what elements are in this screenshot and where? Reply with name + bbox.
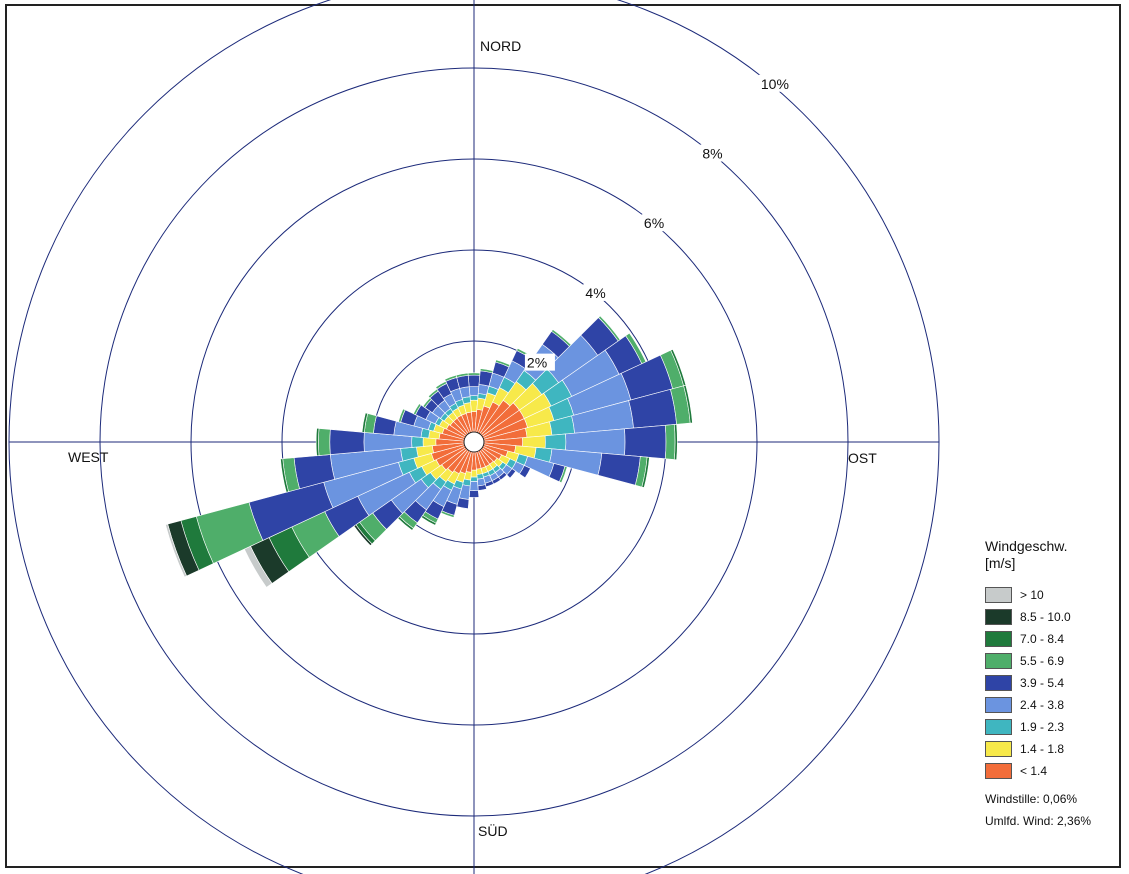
ring-label-bg [524, 353, 555, 371]
direction-label-south: SÜD [478, 822, 508, 839]
legend-item: 1.9 - 2.3 [985, 716, 1115, 738]
legend-label: 5.5 - 6.9 [1020, 654, 1065, 668]
ring-label-text: 6% [644, 215, 664, 231]
sector-290-bin-5 [398, 408, 406, 423]
sector-90-bin-5 [664, 424, 676, 460]
legend-label: 1.4 - 1.8 [1020, 742, 1065, 756]
legend-swatch [985, 675, 1012, 691]
sector-90-bin-2 [544, 433, 567, 451]
ring-label-bg [700, 144, 731, 162]
sector-300-bin-5 [412, 403, 422, 416]
legend-swatch [985, 741, 1012, 757]
sector-90-bin-4 [624, 424, 667, 460]
legend-swatch [985, 719, 1012, 735]
sector-120-bin-4 [519, 465, 531, 479]
sector-270-bin-4 [329, 429, 365, 455]
sector-180-bin-2 [470, 476, 478, 482]
legend-swatch [985, 763, 1012, 779]
sector-80-bin-6 [683, 384, 693, 424]
ring-label-4: 4% [583, 283, 614, 301]
ring-labels: 2% 4% 6% 8% 10% [524, 74, 789, 371]
legend-item: 7.0 - 8.4 [985, 628, 1115, 650]
legend-label: 8.5 - 10.0 [1020, 610, 1071, 624]
direction-label-west: WEST [68, 449, 109, 465]
ring-label-text: 2% [527, 355, 547, 371]
legend-label: 3.9 - 5.4 [1020, 676, 1065, 690]
sector-270-bin-5 [318, 428, 331, 456]
ring-label-6: 6% [641, 214, 672, 232]
direction-label-east: OST [848, 450, 877, 466]
sector-130-bin-4 [506, 468, 517, 479]
ring-label-8: 8% [700, 144, 731, 162]
sector-0-bin-5 [467, 372, 481, 376]
legend-swatch [985, 631, 1012, 647]
sector-280-bin-6 [361, 412, 369, 433]
sector-90-bin-6 [674, 423, 678, 461]
sector-260-bin-6 [280, 458, 289, 493]
sector-270-bin-2 [411, 436, 424, 448]
ring-label-bg [758, 74, 789, 92]
legend-label: 1.9 - 2.3 [1020, 720, 1065, 734]
sector-0-bin-4 [467, 374, 481, 388]
legend-swatch [985, 697, 1012, 713]
sector-0-bin-2 [469, 395, 479, 401]
legend-swatch [985, 653, 1012, 669]
ring-label-text: 8% [702, 145, 722, 161]
sector-180-bin-1 [470, 469, 478, 478]
legend-label: > 10 [1020, 588, 1044, 602]
wind-sectors [165, 315, 693, 588]
calm-note: Windstille: 0,06% [985, 792, 1078, 806]
legend-item: 8.5 - 10.0 [985, 606, 1115, 628]
legend-item: > 10 [985, 584, 1115, 606]
legend-label: 7.0 - 8.4 [1020, 632, 1065, 646]
center-hole [463, 431, 485, 453]
legend-label: < 1.4 [1020, 764, 1048, 778]
ring-label-2: 2% [524, 353, 555, 371]
sector-270-bin-6 [315, 427, 320, 457]
sector-280-bin-4 [373, 415, 397, 436]
legend-title-text: Windgeschw. [985, 538, 1068, 554]
ring-label-text: 4% [585, 285, 605, 301]
sector-180-bin-3 [469, 481, 479, 491]
sector-270-bin-1 [422, 437, 437, 447]
legend-label: 2.4 - 3.8 [1020, 698, 1065, 712]
legend-item: 1.4 - 1.8 [985, 738, 1115, 760]
legend: Windgeschw. [m/s] > 10 8.5 - 10.0 7.0 - 8.… [985, 538, 1115, 832]
variable-wind-note: Umlfd. Wind: 2,36% [985, 814, 1092, 828]
sector-100-bin-4 [597, 452, 641, 486]
sector-110-bin-5 [558, 466, 568, 484]
legend-item: < 1.4 [985, 760, 1115, 782]
sector-180-bin-4 [468, 490, 480, 498]
ring-label-bg [583, 283, 614, 301]
legend-swatch [985, 587, 1012, 603]
ring-label-text: 10% [761, 76, 789, 92]
sector-250-bin-8 [165, 523, 187, 578]
legend-swatch [985, 609, 1012, 625]
sector-350-bin-5 [455, 372, 469, 378]
legend-rows: > 10 8.5 - 10.0 7.0 - 8.4 5.5 - 6.9 3.9 - 5.… [985, 584, 1115, 782]
legend-item: 2.4 - 3.8 [985, 694, 1115, 716]
sector-100-bin-6 [641, 456, 650, 488]
ring-label-bg [641, 214, 672, 232]
ring-label-10: 10% [758, 74, 789, 92]
legend-item: 3.9 - 5.4 [985, 672, 1115, 694]
legend-item: 5.5 - 6.9 [985, 650, 1115, 672]
legend-unit: [m/s] [985, 555, 1016, 571]
legend-title: Windgeschw. [m/s] [985, 538, 1115, 572]
sector-0-bin-3 [468, 386, 480, 397]
direction-label-north: NORD [480, 38, 521, 54]
